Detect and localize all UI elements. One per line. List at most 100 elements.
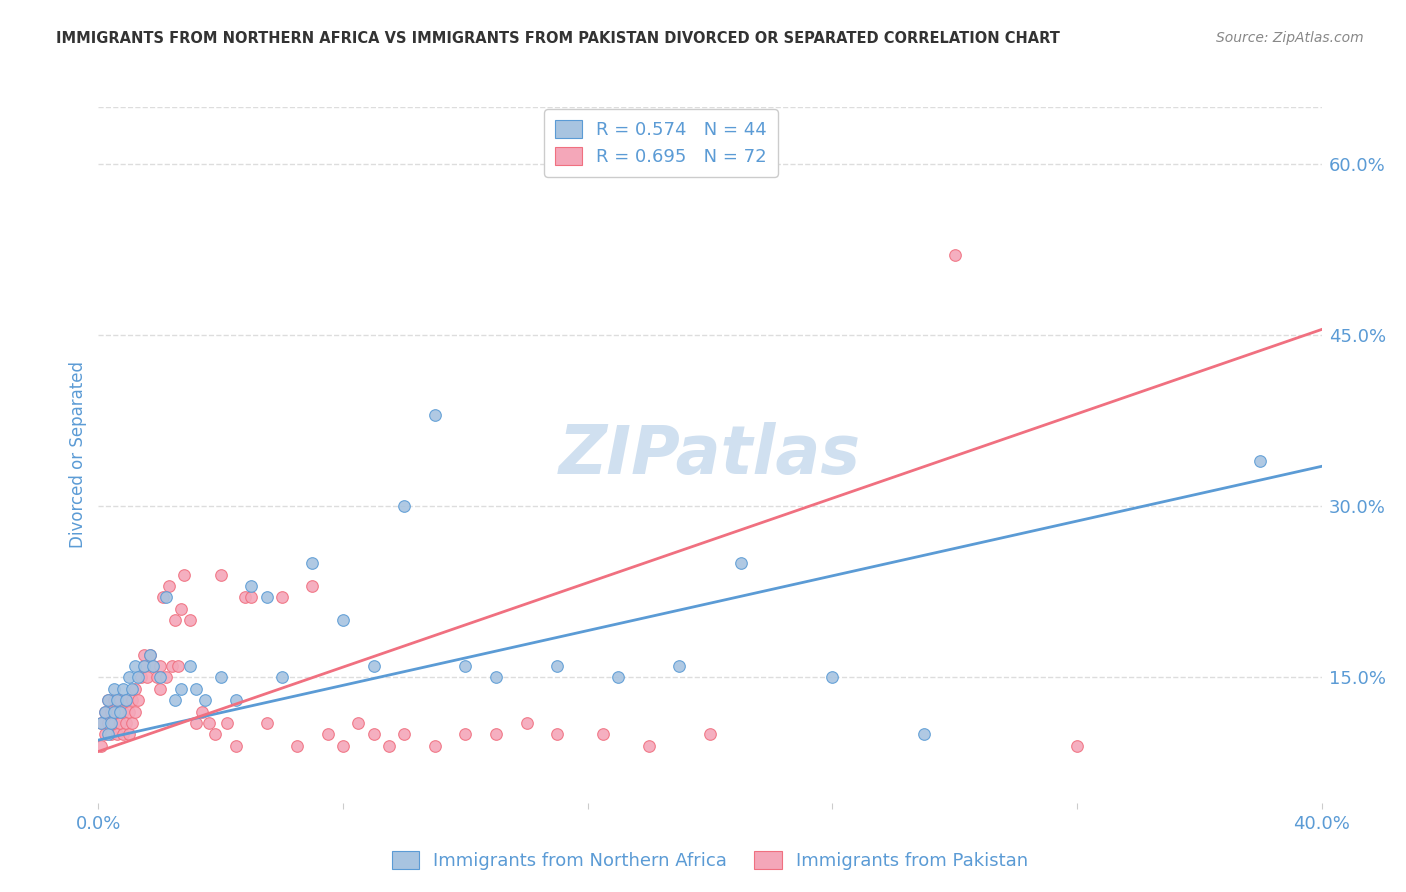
Point [155, 670, 177, 684]
Text: IMMIGRANTS FROM NORTHERN AFRICA VS IMMIGRANTS FROM PAKISTAN DIVORCED OR SEPARATE: IMMIGRANTS FROM NORTHERN AFRICA VS IMMIG… [56, 31, 1060, 46]
Point [121, 715, 143, 730]
Point [152, 591, 174, 605]
Point [285, 739, 308, 753]
Point [155, 591, 177, 605]
Point [163, 613, 186, 627]
Point [516, 715, 538, 730]
Point [124, 659, 146, 673]
Point [240, 579, 263, 593]
Point [167, 659, 190, 673]
Point [100, 727, 122, 741]
Point [256, 715, 278, 730]
Point [170, 602, 193, 616]
Point [149, 659, 172, 673]
Point [194, 693, 217, 707]
Point [108, 693, 131, 707]
Point [105, 705, 128, 719]
Point [97, 715, 120, 730]
Point [225, 739, 247, 753]
Point [118, 727, 141, 741]
Point [270, 591, 292, 605]
Point [316, 727, 339, 741]
Point [111, 727, 134, 741]
Point [103, 693, 125, 707]
Point [179, 613, 201, 627]
Point [485, 670, 508, 684]
Point [103, 705, 125, 719]
Point [90, 715, 112, 730]
Point [121, 693, 143, 707]
Point [160, 659, 183, 673]
Point [240, 591, 263, 605]
Point [592, 727, 614, 741]
Point [149, 670, 172, 684]
Point [607, 670, 630, 684]
Point [699, 727, 721, 741]
Point [392, 500, 416, 514]
Point [454, 727, 477, 741]
Point [97, 693, 120, 707]
Point [97, 693, 120, 707]
Point [1066, 739, 1088, 753]
Point [136, 670, 159, 684]
Point [204, 727, 226, 741]
Point [124, 681, 146, 696]
Point [209, 567, 232, 582]
Point [256, 591, 278, 605]
Point [179, 659, 201, 673]
Point [97, 727, 120, 741]
Point [134, 659, 156, 673]
Point [100, 705, 122, 719]
Point [118, 670, 141, 684]
Point [363, 727, 385, 741]
Point [115, 693, 138, 707]
Point [378, 739, 401, 753]
Point [100, 715, 122, 730]
Point [111, 681, 134, 696]
Point [149, 681, 172, 696]
Point [912, 727, 935, 741]
Point [191, 705, 214, 719]
Point [730, 556, 752, 570]
Point [173, 567, 195, 582]
Point [637, 739, 661, 753]
Point [668, 659, 690, 673]
Point [118, 705, 141, 719]
Point [134, 659, 156, 673]
Point [90, 715, 112, 730]
Point [186, 715, 208, 730]
Point [943, 248, 966, 262]
Point [129, 670, 152, 684]
Point [301, 579, 323, 593]
Point [423, 408, 446, 422]
Point [546, 659, 568, 673]
Point [93, 705, 115, 719]
Point [115, 715, 138, 730]
Point [108, 715, 131, 730]
Point [392, 727, 416, 741]
Point [363, 659, 385, 673]
Point [186, 681, 208, 696]
Point [105, 727, 128, 741]
Point [111, 705, 134, 719]
Point [124, 705, 146, 719]
Point [90, 739, 112, 753]
Point [233, 591, 256, 605]
Point [115, 693, 138, 707]
Point [142, 659, 165, 673]
Point [454, 659, 477, 673]
Point [127, 693, 149, 707]
Point [423, 739, 446, 753]
Point [121, 681, 143, 696]
Point [163, 693, 186, 707]
Text: Source: ZipAtlas.com: Source: ZipAtlas.com [1216, 31, 1364, 45]
Point [139, 648, 162, 662]
Text: ZIPatlas: ZIPatlas [560, 422, 860, 488]
Point [105, 693, 128, 707]
Legend: Immigrants from Northern Africa, Immigrants from Pakistan: Immigrants from Northern Africa, Immigra… [385, 844, 1035, 877]
Point [485, 727, 508, 741]
Point [103, 681, 125, 696]
Point [197, 715, 219, 730]
Point [546, 727, 568, 741]
Point [103, 715, 125, 730]
